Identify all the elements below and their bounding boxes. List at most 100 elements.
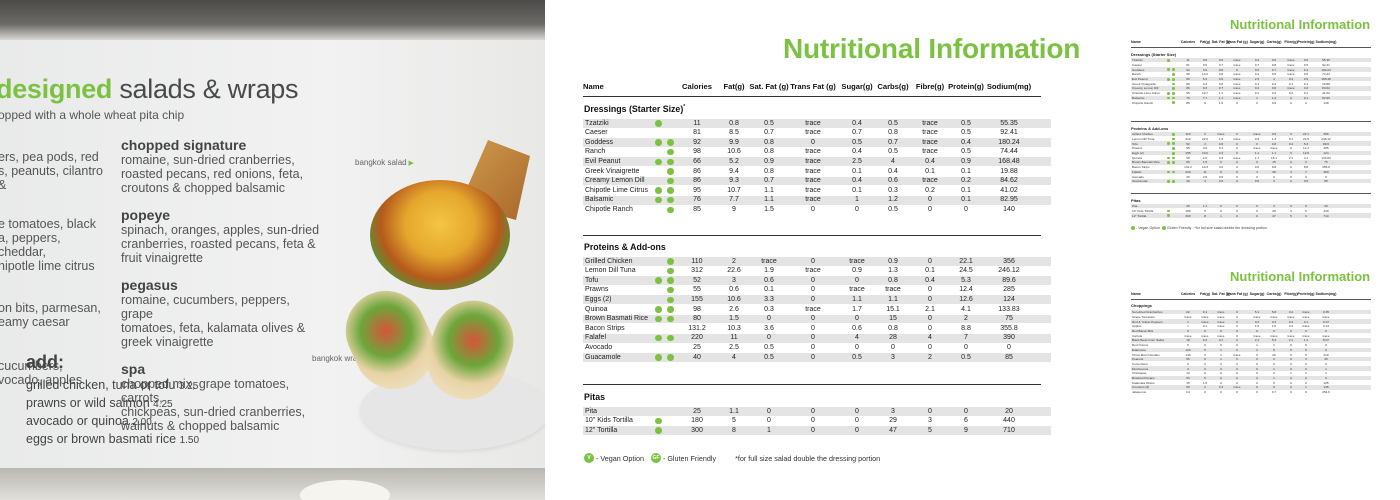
mini-row-name: Avocado — [1132, 174, 1144, 179]
table-row: Grilled Chicken 110 2 trace 0 trace 0.9 0 22.1 35… — [583, 257, 1051, 266]
row-value: 75 — [1005, 315, 1013, 323]
table-row: Lemon Dill Tuna 312 22.6 1.9 trace 0.9 1.3 0.1 2… — [583, 267, 1051, 276]
mini-row-value: 0 — [1236, 151, 1238, 156]
mini-table-row: Quinoa 98 2.6 0.3 trace 1.7 15.1 2.1 4.1 133.83 — [1131, 156, 1371, 160]
mini-table-row: Peanuts 65 6 1 0 0 2 0 3 45 — [1131, 357, 1371, 362]
mini-row-value: 5 — [1305, 352, 1307, 357]
mini-row-name: Falafel — [1132, 169, 1142, 174]
gluten-friendly-badge-icon — [667, 334, 674, 342]
mini-column-header: Carbs(g) — [1266, 40, 1282, 44]
mini-section-title: Proteins & Add-ons — [1131, 126, 1169, 131]
row-value: 0.1 — [925, 267, 935, 275]
mini-row-value: 0 — [1305, 376, 1307, 381]
mini-row-value: 0 — [1290, 146, 1292, 151]
mini-row-value: trace — [1253, 146, 1261, 151]
mini-column-header: Calories — [1180, 292, 1196, 296]
mini-row-name: Chipotle Lime Citrus — [1132, 91, 1160, 96]
row-value: 84.62 — [1000, 177, 1018, 185]
row-value: 10.3 — [727, 324, 741, 332]
mini-row-value: 0 — [1236, 174, 1238, 179]
mini-row-value: 0 — [1220, 376, 1222, 381]
row-value: 3 — [928, 417, 932, 425]
mini-row-value: 0 — [1256, 385, 1258, 390]
row-value: trace — [885, 286, 901, 294]
mini-row-value: 0 — [1236, 208, 1238, 213]
row-value: 0.9 — [888, 257, 898, 265]
mini-column-header: Calories — [1180, 40, 1196, 44]
add-on-price: 4.25 — [153, 399, 173, 410]
mini-row-value: 6 — [1305, 208, 1307, 213]
mini-row-value: trace — [1201, 319, 1209, 324]
row-value: 0 — [855, 407, 859, 415]
mini-row-value: 0 — [1204, 366, 1206, 371]
vegan-badge-icon — [655, 334, 662, 342]
mini-row-value: 0 — [1256, 208, 1258, 213]
gf-dot-icon — [1172, 82, 1175, 86]
row-value: trace — [849, 257, 865, 265]
mini-row-value: 1 — [1325, 371, 1327, 376]
mini-table-row: Kalamata Olives 15 1.5 0 0 0 0 0 0 105 — [1131, 381, 1371, 385]
mini-row-value: 0.14 — [1322, 324, 1330, 329]
row-value: trace — [805, 196, 821, 204]
table-row: Avocado 25 2.5 0.5 0 0 0 0 0 0 — [583, 343, 1051, 352]
header-rule — [583, 96, 1041, 97]
mini-row-value: 0 — [1290, 343, 1292, 348]
mini-row-value: 0.7 — [1218, 86, 1224, 91]
mini-row-value: 0 — [1256, 357, 1258, 362]
mini-row-value: 5 — [1204, 376, 1206, 381]
gluten-friendly-badge-icon — [667, 148, 674, 156]
mini-row-value: 0.5 — [1218, 58, 1224, 63]
row-value: 1.1 — [852, 295, 862, 303]
mini-row-value: 105 — [1323, 380, 1329, 385]
mini-row-value: 4 — [1273, 77, 1275, 82]
mini-table-row: Guacamole 40 4 0.5 0 0.5 3 2 0.5 85 — [1131, 179, 1371, 184]
row-value: 40 — [693, 353, 701, 361]
mini-row-value: 0.3 — [1271, 91, 1277, 96]
mini-row-value: trace — [1287, 58, 1295, 63]
menu-item: spa chopped mix, grape tomatoes, carrots… — [121, 362, 321, 433]
mini-table-row: Carrots trace trace trace 0 trace trace trace tr… — [1131, 334, 1371, 338]
row-value: trace — [849, 286, 865, 294]
add-on-text: prawns or wild salmon — [26, 396, 150, 410]
row-value: 2 — [928, 353, 932, 361]
mini-row-value: 28 — [1272, 169, 1276, 174]
row-value: 85 — [693, 205, 701, 213]
row-value: 3.6 — [764, 324, 774, 332]
mini-table-header: Name Calories Fat(g) Sat. Fat (g) Trans Fat … — [1131, 40, 1371, 46]
mini-row-value: 81 — [1186, 62, 1190, 67]
mini-row-value: 10.3 — [1201, 165, 1209, 170]
board-title-accent: designed — [0, 74, 113, 104]
mini-row-value: 0 — [1236, 319, 1238, 324]
row-value: 0.5 — [961, 119, 971, 127]
mini-row-value: 0 — [1236, 380, 1238, 385]
mini-row-value: trace — [1270, 314, 1278, 319]
row-value: 0 — [964, 343, 968, 351]
gf-dot-icon — [1172, 77, 1175, 81]
mini-row-value: trace — [1322, 333, 1330, 338]
table-row: Balsamic 76 7.7 1.1 trace 1 1.2 0 0.1 82.95 — [583, 195, 1051, 205]
mini-row-value: 20 — [1324, 204, 1328, 209]
mini-row-name: Cucumbers — [1132, 361, 1148, 366]
bottom-object — [300, 480, 390, 500]
mini-row-value: 0 — [1187, 361, 1189, 366]
row-value: 0.8 — [729, 119, 739, 127]
vegan-dot-icon — [1167, 68, 1170, 72]
row-value: 0 — [928, 196, 932, 204]
row-value: 5.3 — [961, 276, 971, 284]
row-value: 180 — [691, 417, 703, 425]
gf-dot-icon — [1172, 96, 1175, 100]
row-value: 0.5 — [961, 148, 971, 156]
mini-title: Nutritional Information — [1230, 269, 1371, 284]
mini-column-header: Sat. Fat (g) — [1211, 40, 1231, 44]
mini-table-row: Chickpeas 12 0 0 0 0 2 1 1 1 — [1131, 371, 1371, 375]
column-header: Name — [583, 82, 604, 91]
gluten-friendly-badge-icon: GF — [650, 453, 661, 464]
row-name: Evil Peanut — [585, 157, 621, 165]
mini-row-value: 440 — [1323, 208, 1329, 213]
mini-table-row: Creamy Lemon Dill 86 9.3 0.7 trace 0.4 0.6 trac… — [1131, 86, 1371, 91]
row-value: 312 — [691, 267, 703, 275]
add-ons-block: add: grilled chicken, tuna or tofu 3.25 … — [26, 352, 199, 449]
mini-row-value: 12 — [1186, 371, 1190, 376]
mini-note: *for full size salad double the dressing… — [1194, 226, 1267, 230]
mini-row-value: trace — [1217, 333, 1225, 338]
